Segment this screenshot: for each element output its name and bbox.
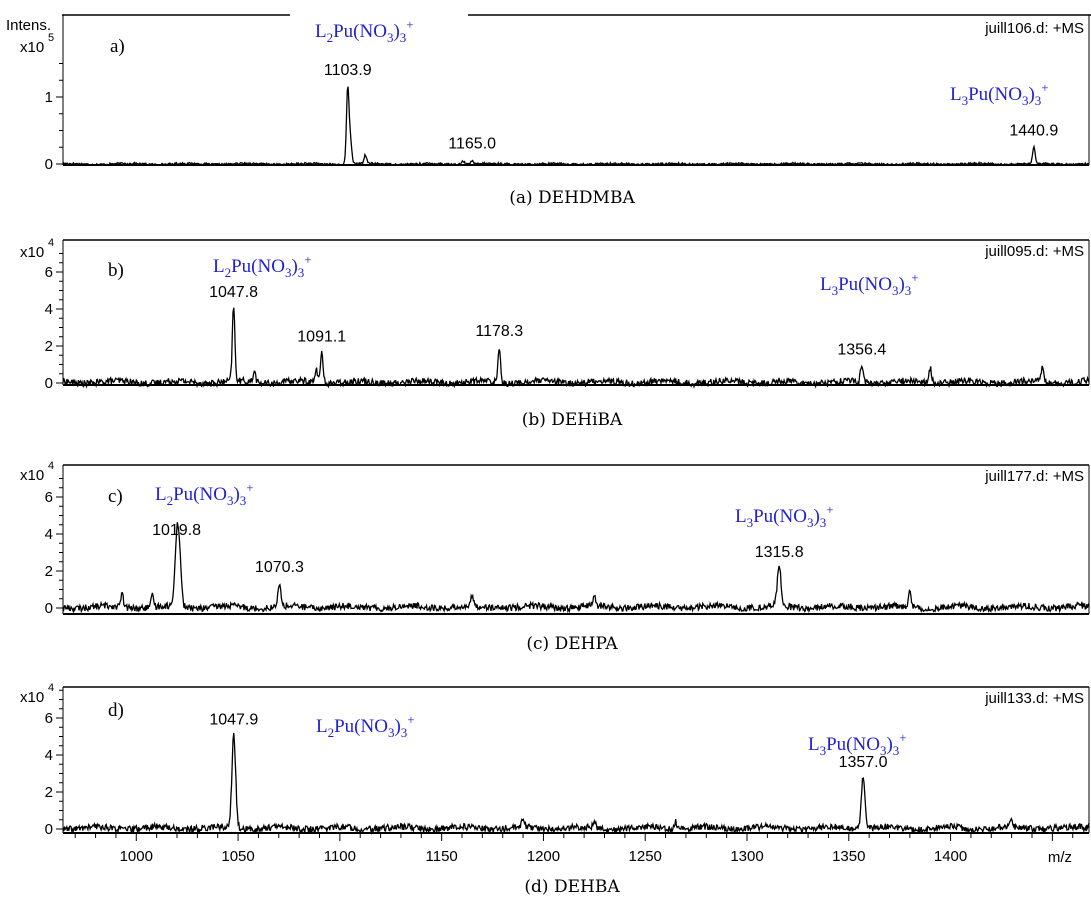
x-tick-label: 1250	[629, 848, 662, 865]
y-tick-label: 6	[45, 710, 53, 727]
y-axis-title: Intens.	[6, 17, 51, 34]
file-label: juill177.d: +MS	[984, 468, 1084, 485]
y-axis-exponent: 4	[48, 237, 54, 249]
species-label-l3: L3Pu(NO3)3+	[735, 502, 834, 530]
file-label: juill133.d: +MS	[984, 690, 1084, 707]
x-tick-label: 1300	[730, 848, 763, 865]
x-tick-label: 1100	[324, 848, 356, 865]
peak-label: 1440.9	[1009, 122, 1058, 139]
x-tick-label: 1000	[120, 848, 153, 865]
y-axis-multiplier: x10	[20, 39, 44, 56]
species-label-l2: L2Pu(NO3)3+	[315, 17, 414, 45]
peak-label: 1091.1	[297, 328, 346, 345]
species-label-l3: L3Pu(NO3)3+	[820, 270, 919, 298]
x-tick-label: 1400	[934, 848, 967, 865]
y-tick-label: 2	[45, 784, 53, 801]
peak-label: 1047.9	[209, 712, 258, 729]
y-tick-label: 0	[45, 375, 53, 392]
panel-label: b)	[108, 260, 124, 281]
y-axis-multiplier: x10	[20, 467, 44, 484]
peak-label: 1019.8	[152, 522, 201, 539]
y-axis-multiplier: x10	[20, 244, 44, 261]
peak-label: 1178.3	[475, 323, 523, 340]
y-tick-label: 6	[45, 264, 53, 281]
peak-label: 1047.8	[209, 284, 258, 301]
x-tick-label: 1200	[527, 848, 560, 865]
peak-label: 1070.3	[255, 559, 304, 576]
y-axis-exponent: 5	[48, 32, 54, 44]
y-tick-label: 1	[45, 89, 53, 106]
panel-a: Intens. x10 5 a) juill106.d: +MS L2Pu(NO…	[6, 14, 1091, 208]
spectrum-trace	[62, 307, 1090, 390]
panel-label: a)	[110, 36, 125, 57]
species-label-l2: L2Pu(NO3)3+	[213, 252, 312, 280]
x-tick-label: 1050	[221, 848, 254, 865]
y-tick-label: 0	[45, 600, 53, 617]
peak-label: 1165.0	[448, 136, 496, 153]
panel-b: x10 4 b) juill095.d: +MS L2Pu(NO3)3+ L3P…	[20, 237, 1090, 430]
panel-d: x10 4 d) juill133.d: +MS L2Pu(NO3)3+ L3P…	[20, 682, 1090, 897]
figure-caption: (d) DEHBA	[524, 877, 620, 897]
y-tick-label: 2	[45, 338, 53, 355]
species-label-l3: L3Pu(NO3)3+	[950, 80, 1049, 108]
y-axis-multiplier: x10	[20, 689, 44, 706]
species-label-l2: L2Pu(NO3)3+	[155, 480, 254, 508]
y-axis-exponent: 4	[48, 460, 54, 472]
peak-label: 1356.4	[837, 341, 886, 358]
figure-caption: (a) DEHDMBA	[509, 188, 635, 208]
y-tick-label: 0	[45, 156, 53, 173]
figure-caption: (c) DEHPA	[526, 634, 618, 654]
file-label: juill106.d: +MS	[984, 20, 1084, 37]
y-axis-exponent: 4	[48, 682, 54, 694]
peak-label: 1103.9	[324, 62, 372, 79]
x-tick-label: 1150	[426, 848, 458, 865]
spectrum-trace	[62, 522, 1090, 614]
panel-c: x10 4 c) juill177.d: +MS L2Pu(NO3)3+ L3P…	[20, 460, 1090, 654]
spectrum-trace	[62, 86, 1090, 167]
y-tick-label: 2	[45, 563, 53, 580]
panel-label: d)	[108, 700, 124, 721]
file-label: juill095.d: +MS	[984, 243, 1084, 260]
y-tick-label: 0	[45, 821, 53, 838]
peak-label: 1357.0	[839, 754, 888, 771]
y-tick-label: 4	[45, 526, 53, 543]
x-axis-unit: m/z	[1048, 849, 1072, 866]
y-tick-label: 4	[45, 747, 53, 764]
y-tick-label: 6	[45, 489, 53, 506]
species-label-l2: L2Pu(NO3)3+	[316, 712, 415, 740]
x-tick-label: 1350	[832, 848, 865, 865]
spectrum-trace	[62, 732, 1090, 836]
panel-label: c)	[108, 486, 123, 507]
peak-label: 1315.8	[755, 544, 804, 561]
figure-caption: (b) DEHiBA	[522, 410, 623, 430]
y-tick-label: 4	[45, 301, 53, 318]
